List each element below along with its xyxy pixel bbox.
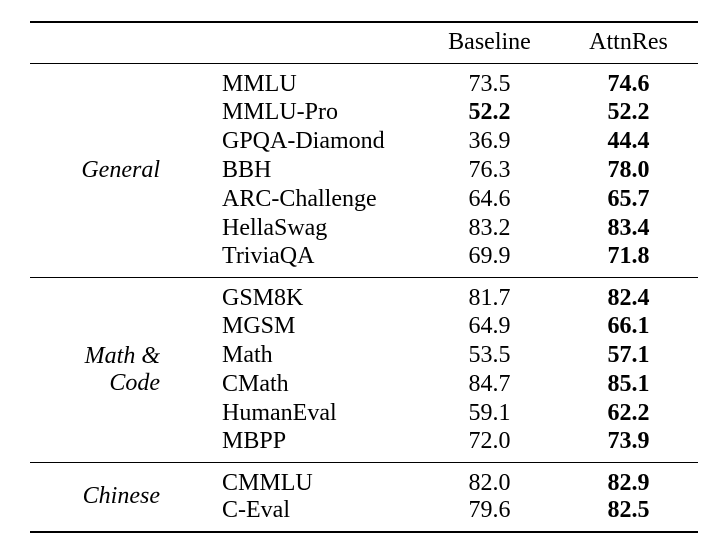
benchmark-name: C-Eval	[222, 496, 290, 523]
attnres-value: 65.7	[607, 185, 650, 212]
table-row: Math 53.5 57.1	[30, 341, 698, 370]
benchmark-name: HumanEval	[222, 399, 337, 426]
baseline-value: 73.5	[468, 70, 511, 97]
baseline-value: 64.9	[468, 312, 511, 339]
baseline-value: 64.6	[468, 185, 511, 212]
attnres-value: 78.0	[607, 156, 650, 183]
attnres-value: 73.9	[607, 427, 650, 454]
section-chinese: Chinese CMMLU 82.0 82.9 C-Eval 79.6 82.5	[30, 462, 698, 532]
attnres-value: 82.9	[607, 469, 650, 496]
attnres-value: 82.4	[607, 284, 650, 311]
table-row: GPQA-Diamond 36.9 44.4	[30, 127, 698, 156]
benchmark-name: HellaSwag	[222, 214, 328, 241]
column-header-attnres: AttnRes	[589, 29, 668, 56]
table-row: MMLU-Pro 52.2 52.2	[30, 98, 698, 127]
table-row: ARC-Challenge 64.6 65.7	[30, 185, 698, 214]
table-row: Chinese CMMLU 82.0 82.9	[30, 462, 698, 510]
baseline-value: 69.9	[468, 242, 511, 269]
attnres-value: 57.1	[607, 341, 650, 368]
table-row: CMath 84.7 85.1	[30, 370, 698, 399]
baseline-value: 52.2	[468, 98, 511, 125]
benchmark-name: BBH	[222, 156, 272, 183]
baseline-value: 82.0	[468, 469, 511, 496]
benchmark-name: MMLU-Pro	[222, 98, 339, 125]
attnres-value: 74.6	[607, 70, 650, 97]
benchmark-name: ARC-Challenge	[222, 185, 377, 212]
attnres-value: 71.8	[607, 242, 650, 269]
table-row: TriviaQA 69.9 71.8	[30, 243, 698, 278]
table-row: BBH 76.3 78.0	[30, 156, 698, 185]
attnres-value: 66.1	[607, 312, 650, 339]
benchmark-name: GSM8K	[222, 284, 304, 311]
benchmark-name: MGSM	[222, 312, 296, 339]
baseline-value: 76.3	[468, 156, 511, 183]
benchmark-name: GPQA-Diamond	[222, 127, 385, 154]
baseline-value: 72.0	[468, 427, 511, 454]
attnres-value: 82.5	[607, 496, 650, 523]
baseline-value: 53.5	[468, 341, 511, 368]
baseline-value: 36.9	[468, 127, 511, 154]
column-header-section-empty	[30, 22, 210, 63]
section-label-chinese: Chinese	[82, 483, 160, 509]
table-row: Math & Code GSM8K 81.7 82.4	[30, 277, 698, 396]
table-row: HumanEval 59.1 62.2	[30, 399, 698, 428]
benchmark-name: MBPP	[222, 427, 287, 454]
attnres-value: 85.1	[607, 370, 650, 397]
table-row: MGSM 64.9 66.1	[30, 312, 698, 341]
table-row: General MMLU 73.5 74.6	[30, 63, 698, 183]
section-label-general: General	[81, 156, 160, 183]
section-general: General MMLU 73.5 74.6 MMLU-Pro 52.2 52.…	[30, 63, 698, 277]
table-header: Baseline AttnRes	[30, 22, 698, 63]
benchmark-name: MMLU	[222, 70, 297, 97]
table-row: MBPP 72.0 73.9	[30, 428, 698, 463]
benchmark-name: TriviaQA	[222, 242, 315, 269]
baseline-value: 83.2	[468, 214, 511, 241]
attnres-value: 62.2	[607, 399, 650, 426]
section-math-code: Math & Code GSM8K 81.7 82.4 MGSM 64.9 66…	[30, 277, 698, 462]
table-row: HellaSwag 83.2 83.4	[30, 214, 698, 243]
table-header-row: Baseline AttnRes	[30, 22, 698, 63]
benchmark-results-table: Baseline AttnRes General MMLU 73.5 74.6 …	[30, 21, 698, 533]
attnres-value: 83.4	[607, 214, 650, 241]
baseline-value: 81.7	[468, 284, 511, 311]
attnres-value: 44.4	[607, 127, 650, 154]
column-header-benchmark-empty	[210, 22, 420, 63]
benchmark-name: Math	[222, 341, 273, 368]
baseline-value: 84.7	[468, 370, 511, 397]
benchmark-name: CMath	[222, 370, 289, 397]
column-header-baseline: Baseline	[448, 29, 531, 56]
table-row: C-Eval 79.6 82.5	[30, 497, 698, 532]
baseline-value: 59.1	[468, 399, 511, 426]
baseline-value: 79.6	[468, 496, 511, 523]
attnres-value: 52.2	[607, 98, 650, 125]
benchmark-name: CMMLU	[222, 469, 313, 496]
section-label-math-code: Math & Code	[84, 342, 160, 396]
